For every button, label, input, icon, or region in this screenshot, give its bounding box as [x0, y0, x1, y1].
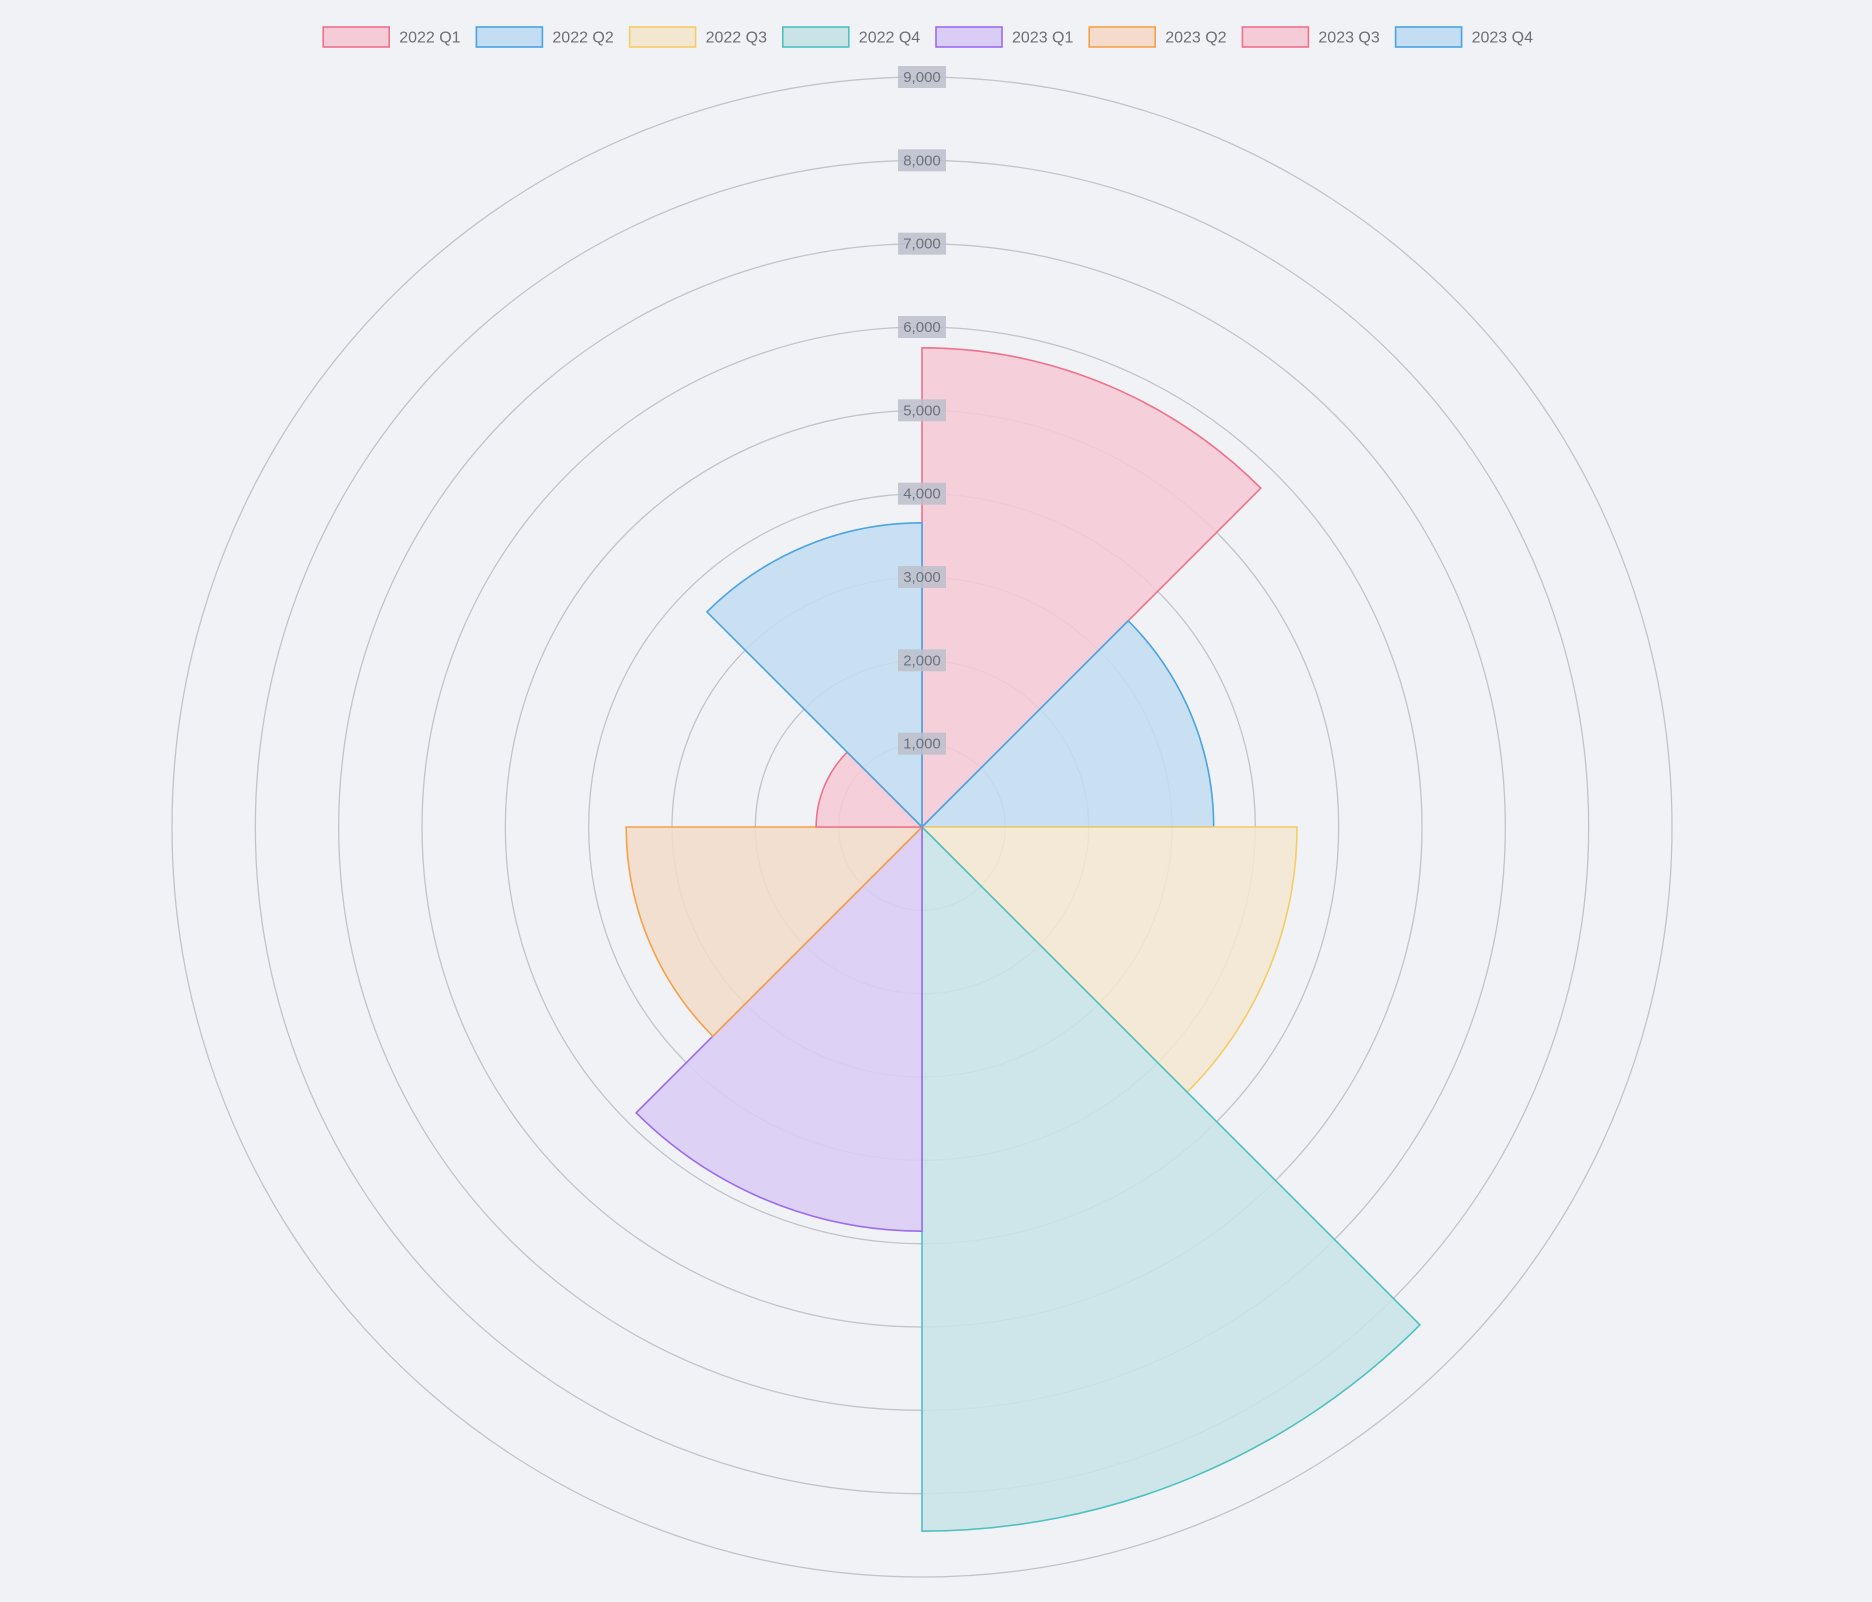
- tick-backdrop-6: [898, 316, 946, 338]
- legend-swatch-2022-q4[interactable]: [781, 26, 850, 48]
- tick-backdrop-9: [898, 66, 946, 88]
- tick-label-5: 5,000: [903, 402, 941, 419]
- tick-label-3: 3,000: [903, 569, 941, 586]
- tick-label-1: 1,000: [903, 736, 941, 753]
- tick-backdrop-3: [898, 566, 946, 588]
- segment-2023-q4[interactable]: [705, 522, 923, 829]
- legend-label-2023-q2[interactable]: 2023 Q2: [1165, 30, 1226, 47]
- legend-label-2022-q2[interactable]: 2022 Q2: [552, 30, 613, 47]
- tick-label-8: 8,000: [903, 152, 941, 169]
- segment-2023-q1[interactable]: [635, 825, 923, 1232]
- segment-2022-q4[interactable]: [921, 825, 1422, 1532]
- tick-backdrop-4: [898, 482, 946, 505]
- legend-label-2023-q3[interactable]: 2023 Q3: [1318, 30, 1379, 47]
- segment-2022-q2[interactable]: [920, 619, 1215, 828]
- legend-swatch-2023-q4[interactable]: [1394, 26, 1463, 48]
- segment-2023-q2[interactable]: [625, 826, 924, 1038]
- tick-label-2: 2,000: [903, 652, 941, 669]
- legend-label-2022-q4[interactable]: 2022 Q4: [859, 30, 920, 47]
- legend-label-2022-q1[interactable]: 2022 Q1: [399, 30, 460, 47]
- segment-2022-q1[interactable]: [921, 347, 1262, 829]
- legend-swatch-2022-q3[interactable]: [628, 26, 697, 48]
- legend-swatch-2023-q1[interactable]: [935, 26, 1003, 48]
- tick-backdrop-2: [898, 649, 946, 672]
- legend: 2022 Q1 2022 Q2 2022 Q3 2022 Q4 2023 Q1 2023 …: [322, 26, 1533, 48]
- tick-backdrop-7: [898, 232, 946, 255]
- segment-2023-q3[interactable]: [815, 751, 924, 828]
- polar-segments: [625, 347, 1422, 1532]
- legend-swatch-2022-q1[interactable]: [322, 26, 391, 48]
- tick-backdrop-5: [898, 399, 946, 422]
- tick-label-6: 6,000: [903, 319, 941, 336]
- legend-label-2023-q1[interactable]: 2023 Q1: [1012, 30, 1073, 47]
- legend-swatch-2022-q2[interactable]: [475, 26, 544, 48]
- tick-backdrop-8: [898, 149, 946, 172]
- tick-label-7: 7,000: [903, 236, 941, 253]
- legend-label-2022-q3[interactable]: 2022 Q3: [706, 30, 767, 47]
- legend-label-2023-q4[interactable]: 2023 Q4: [1472, 30, 1533, 47]
- segment-2022-q3[interactable]: [920, 826, 1298, 1094]
- legend-swatch-2023-q2[interactable]: [1088, 26, 1156, 48]
- tick-backdrop-1: [898, 732, 946, 755]
- legend-swatch-2023-q3[interactable]: [1241, 26, 1310, 48]
- tick-label-9: 9,000: [903, 69, 941, 86]
- radial-ticks: 1,000 2,000 3,000 4,000 5,000 6,000 7,000 8,000…: [898, 66, 946, 755]
- tick-label-4: 4,000: [903, 486, 941, 503]
